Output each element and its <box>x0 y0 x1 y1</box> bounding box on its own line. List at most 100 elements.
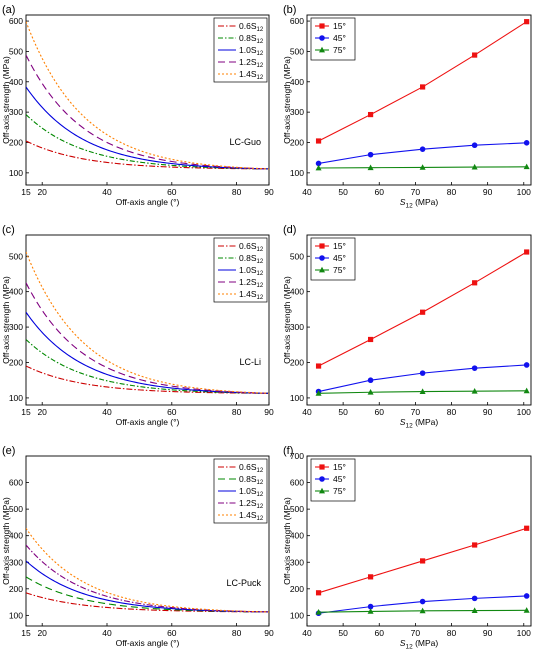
series-line-14S12 <box>26 251 269 394</box>
data-point <box>367 151 374 158</box>
x-tick-label: 60 <box>375 628 385 638</box>
y-tick-label: 100 <box>290 168 304 178</box>
data-point <box>471 607 478 613</box>
data-point <box>419 607 426 614</box>
y-tick-label: 500 <box>9 251 23 261</box>
x-axis-label: S12 (MPa) <box>400 417 439 430</box>
data-point <box>472 52 478 58</box>
y-tick-label: 300 <box>290 107 304 117</box>
legend-label: 0.8S12 <box>239 253 264 265</box>
legend-label: 15° <box>333 462 346 472</box>
series-line-45° <box>318 364 527 393</box>
x-tick-label: 90 <box>264 407 274 417</box>
data-point <box>367 377 374 384</box>
y-tick-label: 300 <box>9 322 23 332</box>
legend-label: 1.4S12 <box>239 69 264 81</box>
y-tick-label: 100 <box>9 168 23 178</box>
y-tick-label: 600 <box>9 478 23 488</box>
series-line-06S12 <box>26 592 269 613</box>
x-tick-label: 50 <box>338 407 348 417</box>
plot-frame <box>25 14 270 186</box>
x-tick-label: 100 <box>517 628 531 638</box>
data-point <box>315 363 322 369</box>
y-axis-label: Off-axis strength (MPa) <box>282 56 292 144</box>
legend-label: 0.6S12 <box>239 241 264 253</box>
data-point <box>471 142 478 149</box>
data-point <box>523 387 530 394</box>
y-tick-label: 600 <box>290 478 304 488</box>
legend-label: 45° <box>333 253 346 263</box>
series-line-08S12 <box>26 339 269 394</box>
x-tick-label: 90 <box>264 628 274 638</box>
data-point <box>367 574 374 580</box>
y-axis-label: Off-axis strength (MPa) <box>1 276 11 364</box>
x-tick-label: 40 <box>302 407 312 417</box>
x-tick-label: 100 <box>517 187 531 197</box>
legend-marker <box>319 266 325 273</box>
panel-label: (f) <box>283 445 293 457</box>
y-tick-label: 200 <box>290 584 304 594</box>
data-point <box>419 164 426 170</box>
legend-marker <box>319 464 325 470</box>
data-point <box>523 362 530 368</box>
data-point <box>419 146 426 152</box>
plot-frame <box>25 455 270 627</box>
y-tick-label: 100 <box>290 393 304 403</box>
legend <box>310 237 356 281</box>
y-tick-label: 200 <box>9 358 23 368</box>
legend-marker <box>319 255 325 261</box>
data-area <box>315 525 530 617</box>
x-tick-label: 20 <box>37 187 47 197</box>
legend-label: 0.8S12 <box>239 33 264 45</box>
legend-marker <box>319 35 325 41</box>
x-tick-label: 50 <box>338 628 348 638</box>
data-point <box>419 598 426 605</box>
y-tick-label: 300 <box>290 557 304 567</box>
legend-label: 0.6S12 <box>239 462 264 474</box>
x-tick-label: 40 <box>102 407 112 417</box>
y-tick-label: 200 <box>9 584 23 594</box>
y-axis-label: Off-axis strength (MPa) <box>1 497 11 585</box>
data-point <box>420 84 426 90</box>
x-tick-label: 60 <box>375 407 385 417</box>
legend-label: 1.0S12 <box>239 45 264 57</box>
y-tick-label: 400 <box>9 531 23 541</box>
x-tick-label: 40 <box>302 187 312 197</box>
data-point <box>523 140 530 146</box>
x-tick-label: 90 <box>483 187 493 197</box>
panel-label: (a) <box>2 4 15 16</box>
legend-label: 15° <box>333 241 346 251</box>
x-axis-label: S12 (MPa) <box>400 638 439 651</box>
x-tick-label: 50 <box>338 187 348 197</box>
y-tick-label: 500 <box>9 504 23 514</box>
y-axis-label: Off-axis strength (MPa) <box>1 56 11 144</box>
data-point <box>420 558 426 564</box>
data-area <box>315 19 530 171</box>
legend-label: 1.2S12 <box>239 277 264 289</box>
x-axis-label: S12 (MPa) <box>400 197 439 210</box>
series-line-45° <box>318 142 527 164</box>
x-axis-label: Off-axis angle (°) <box>116 417 180 427</box>
y-tick-label: 400 <box>9 77 23 87</box>
data-point <box>524 525 530 531</box>
legend <box>310 458 356 502</box>
data-point <box>367 608 374 614</box>
data-point <box>524 249 530 255</box>
plot-frame <box>25 234 270 406</box>
series-line-06S12 <box>26 365 269 394</box>
legend-label: 1.0S12 <box>239 265 264 277</box>
panel-b: 40 50 60 70 80 90 100 100 200 300 400 500 600 S12 (MP… <box>282 4 532 210</box>
data-point <box>315 138 322 144</box>
data-point <box>419 388 426 394</box>
data-point <box>471 365 478 371</box>
y-tick-label: 100 <box>9 393 23 403</box>
y-tick-label: 200 <box>290 358 304 368</box>
y-tick-label: 100 <box>9 610 23 620</box>
panel-label: (b) <box>283 4 296 16</box>
legend-label: 0.6S12 <box>239 21 264 33</box>
x-tick-label: 40 <box>302 628 312 638</box>
data-point <box>472 542 478 548</box>
x-tick-label: 80 <box>232 628 242 638</box>
legend-label: 75° <box>333 486 346 496</box>
